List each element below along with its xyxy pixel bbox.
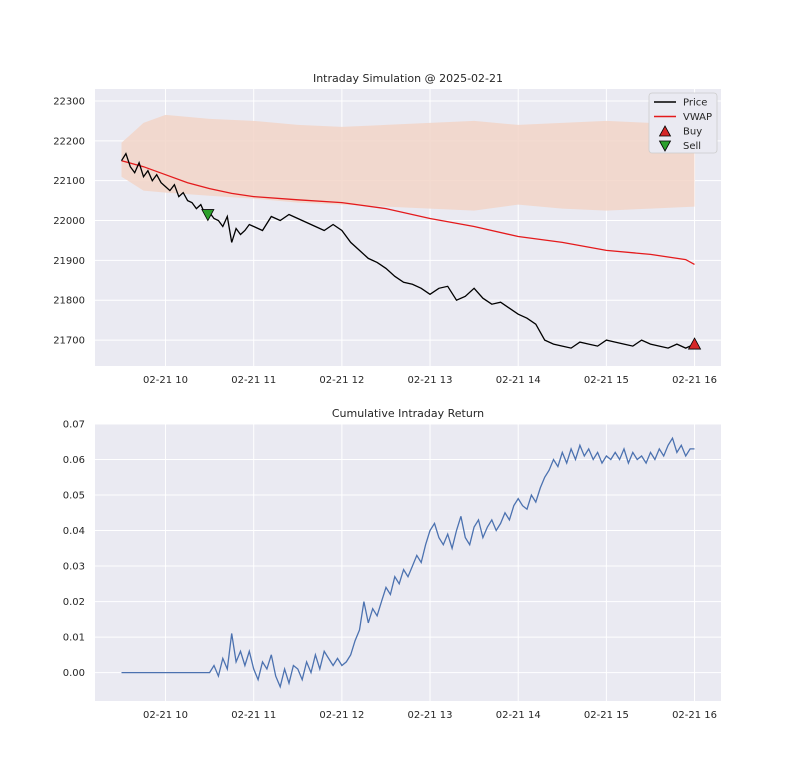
price-band — [121, 114, 695, 211]
return-y-ticks: 0.00 0.01 0.02 0.03 0.04 0.05 0.06 0.07 — [63, 420, 85, 680]
legend-sell-label: Sell — [683, 141, 701, 152]
return-line — [121, 436, 695, 689]
return-x-ticks: 02-21 10 02-21 11 02-21 12 02-21 13 02-21 14… — [143, 710, 717, 721]
y-tick-label: 0.00 — [63, 668, 85, 679]
return-chart-title: Cumulative Intraday Return — [332, 407, 484, 420]
buy-marker — [687, 337, 702, 350]
y-tick-label: 0.07 — [63, 420, 85, 431]
x-tick-label: 02-21 16 — [672, 710, 717, 721]
price-chart-title: Intraday Simulation @ 2025-02-21 — [313, 72, 503, 85]
y-tick-label: 22300 — [53, 96, 85, 107]
y-tick-label: 22200 — [53, 136, 85, 147]
y-tick-label: 21800 — [53, 296, 85, 307]
x-tick-label: 02-21 10 — [143, 710, 188, 721]
price-legend: Price VWAP Buy Sell — [648, 92, 718, 154]
price-line — [120, 152, 695, 349]
legend-buy-marker — [658, 125, 672, 137]
price-chart: Intraday Simulation @ 2025-02-21 2170021… — [53, 72, 721, 386]
return-lines — [121, 436, 695, 689]
x-tick-label: 02-21 15 — [584, 710, 629, 721]
x-tick-label: 02-21 14 — [496, 375, 541, 386]
price-y-ticks: 21700 21800 21900 22000 22100 22200 22300 — [53, 96, 85, 346]
x-tick-label: 02-21 11 — [231, 375, 276, 386]
y-tick-label: 0.03 — [63, 562, 85, 573]
x-tick-label: 02-21 13 — [408, 710, 453, 721]
vwap-band — [121, 114, 695, 211]
y-tick-label: 21900 — [53, 256, 85, 267]
price-lines — [120, 152, 695, 349]
y-tick-label: 21700 — [53, 336, 85, 347]
y-tick-label: 0.04 — [63, 526, 85, 537]
x-tick-label: 02-21 16 — [672, 375, 717, 386]
y-tick-label: 22100 — [53, 176, 85, 187]
y-tick-label: 0.05 — [63, 491, 85, 502]
x-tick-label: 02-21 15 — [584, 375, 629, 386]
x-tick-label: 02-21 13 — [408, 375, 453, 386]
vwap-line — [121, 160, 695, 265]
legend-price-label: Price — [683, 98, 707, 109]
legend-sell-marker — [658, 140, 672, 152]
y-tick-label: 22000 — [53, 216, 85, 227]
y-tick-label: 0.02 — [63, 597, 85, 608]
return-chart-plot-area — [95, 424, 721, 701]
x-tick-label: 02-21 12 — [319, 710, 364, 721]
x-tick-label: 02-21 12 — [319, 375, 364, 386]
y-tick-label: 0.01 — [63, 633, 85, 644]
return-chart: Cumulative Intraday Return 0.000.010.020… — [63, 407, 721, 721]
x-tick-label: 02-21 14 — [496, 710, 541, 721]
y-tick-label: 0.06 — [63, 455, 85, 466]
x-tick-label: 02-21 10 — [143, 375, 188, 386]
legend-buy-label: Buy — [683, 127, 702, 138]
sell-marker — [201, 209, 215, 222]
legend-box — [648, 92, 718, 154]
x-tick-label: 02-21 11 — [231, 710, 276, 721]
legend-vwap-label: VWAP — [683, 112, 712, 123]
price-x-ticks: 02-21 10 02-21 11 02-21 12 02-21 13 02-21 14… — [143, 375, 717, 386]
trade-markers — [201, 209, 702, 350]
